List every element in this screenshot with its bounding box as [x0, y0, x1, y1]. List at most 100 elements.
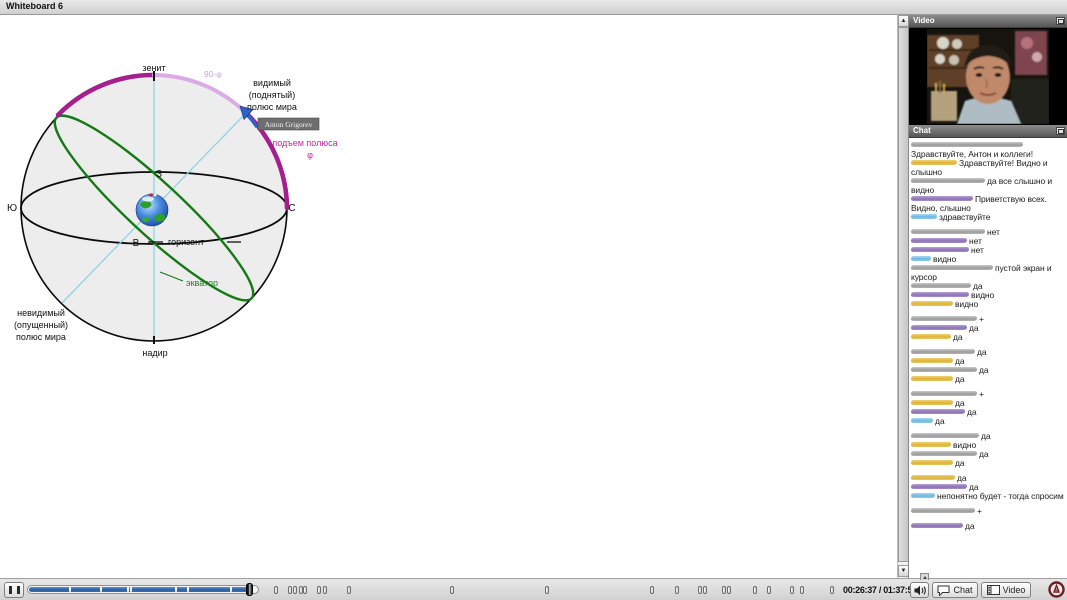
- timeline-event-marker[interactable]: [698, 586, 702, 594]
- chat-message-text: да: [955, 398, 965, 408]
- redacted-username-scribble: [910, 325, 968, 330]
- redacted-username-scribble: [910, 316, 978, 321]
- chat-message: Здравствуйте! Видно и слышно: [910, 159, 1066, 177]
- redacted-username-scribble: [910, 238, 968, 243]
- timeline-event-marker[interactable]: [753, 586, 757, 594]
- timeline-event-marker[interactable]: [767, 586, 771, 594]
- timeline-event-marker[interactable]: [450, 586, 454, 594]
- timeline-event-marker[interactable]: [800, 586, 804, 594]
- timeline-event-marker[interactable]: [790, 586, 794, 594]
- redacted-username-scribble: [910, 367, 978, 372]
- chat-message: видно: [910, 441, 1066, 450]
- timeline-event-marker[interactable]: [317, 586, 321, 594]
- chat-message: да все слышно и видно: [910, 177, 1066, 195]
- chat-message: +: [910, 390, 1066, 399]
- chat-message: да: [910, 521, 1066, 531]
- chat-message-text: нет: [987, 227, 1000, 237]
- timeline-event-marker[interactable]: [703, 586, 707, 594]
- chat-message: видно: [910, 255, 1066, 264]
- chat-messages[interactable]: Здравствуйте, Антон и коллеги! Здравствуй…: [909, 138, 1067, 579]
- pause-button[interactable]: [4, 582, 24, 598]
- timeline-thumb[interactable]: [246, 583, 253, 596]
- volume-button[interactable]: [910, 582, 929, 598]
- chat-message-text: Приветствую всех. Видно, слышно: [911, 194, 1047, 213]
- timeline-tick: [127, 586, 129, 592]
- chat-message: +: [910, 315, 1066, 324]
- timeline-tick: [187, 586, 189, 592]
- redacted-username-scribble: [910, 142, 1024, 147]
- presenter-cursor: Anton Grigorev: [239, 105, 320, 131]
- chat-message-text: видно: [971, 290, 995, 300]
- chat-message: да: [910, 459, 1066, 468]
- timeline-event-marker[interactable]: [722, 586, 726, 594]
- playback-control-bar: 00:26:37 / 01:37:55 Chat Video: [0, 573, 1067, 600]
- chat-message: да: [910, 357, 1066, 366]
- redacted-username-scribble: [910, 196, 974, 201]
- timeline-event-marker[interactable]: [293, 586, 297, 594]
- webcam-video: [927, 29, 1049, 124]
- visible-pole-label-1: видимый: [253, 78, 291, 88]
- zenith-label: зенит: [142, 63, 165, 73]
- chat-message-text: да: [969, 323, 979, 333]
- chat-message: да: [910, 417, 1066, 426]
- redacted-username-scribble: [910, 475, 956, 480]
- redacted-username-scribble: [910, 160, 958, 165]
- video-popout-icon[interactable]: [1056, 17, 1065, 25]
- redacted-username-scribble: [910, 283, 972, 288]
- chat-message: да: [910, 375, 1066, 384]
- invisible-pole-label-1: невидимый: [17, 308, 65, 318]
- timeline-event-marker[interactable]: [299, 586, 303, 594]
- chat-popout-icon[interactable]: [1056, 127, 1065, 135]
- chat-message-text: пустой экран и курсор: [911, 263, 1052, 282]
- redacted-username-scribble: [910, 523, 964, 528]
- chat-message: да: [910, 408, 1066, 417]
- co-phi-label: 90-φ: [204, 69, 222, 79]
- chat-message-text: видно: [955, 299, 979, 309]
- chat-message-text: да: [981, 431, 991, 441]
- chat-message: да: [910, 366, 1066, 375]
- chat-message-text: непонятно будет - тогда спросим: [937, 491, 1064, 501]
- timeline-event-marker[interactable]: [650, 586, 654, 594]
- redacted-username-scribble: [910, 409, 966, 414]
- chat-message: +: [910, 507, 1066, 516]
- chat-message: да: [910, 398, 1066, 408]
- chat-message: Здравствуйте, Антон и коллеги!: [910, 141, 1066, 159]
- redacted-username-scribble: [910, 493, 936, 498]
- chat-message-text: да: [973, 281, 983, 291]
- redacted-username-scribble: [910, 214, 938, 219]
- timeline-event-marker[interactable]: [545, 586, 549, 594]
- video-panel: [909, 28, 1067, 125]
- redacted-username-scribble: [910, 460, 954, 465]
- timeline-event-marker[interactable]: [274, 586, 278, 594]
- chat-message: здравствуйте: [910, 213, 1066, 222]
- chat-bubble-icon: [937, 585, 950, 596]
- earth-globe: [135, 193, 169, 227]
- chat-panel-header: Chat: [909, 125, 1067, 138]
- video-toggle-button[interactable]: Video: [981, 582, 1031, 598]
- chat-message-text: да: [965, 521, 975, 531]
- chat-message: нет: [910, 227, 1066, 237]
- cursor-name-label: Anton Grigorev: [265, 120, 313, 129]
- timeline-tick: [230, 586, 232, 592]
- timeline-event-marker[interactable]: [347, 586, 351, 594]
- whiteboard-canvas[interactable]: Anton Grigorev зенит 90-φ видимый (подня…: [0, 15, 897, 578]
- timeline-event-marker[interactable]: [830, 586, 834, 594]
- timeline-event-marker[interactable]: [323, 586, 327, 594]
- volume-popup-notch: [920, 573, 929, 580]
- redacted-username-scribble: [910, 484, 968, 489]
- whiteboard-scrollbar[interactable]: ▲ ▼: [897, 15, 909, 578]
- redacted-username-scribble: [910, 349, 976, 354]
- timeline-event-marker[interactable]: [288, 586, 292, 594]
- chat-toggle-button[interactable]: Chat: [932, 582, 978, 598]
- clock-logo-icon: [1048, 581, 1065, 598]
- video-icon: [986, 585, 1000, 595]
- chat-message: Приветствую всех. Видно, слышно: [910, 194, 1066, 213]
- timeline-event-marker[interactable]: [303, 586, 307, 594]
- timeline-slider[interactable]: [27, 583, 259, 596]
- timeline-event-marker[interactable]: [727, 586, 731, 594]
- timeline-tick: [175, 586, 177, 592]
- chat-message-text: да: [957, 473, 967, 483]
- whiteboard-title-bar: Whiteboard 6: [0, 0, 1067, 15]
- pole-rise-phi: φ: [307, 150, 313, 160]
- timeline-event-marker[interactable]: [675, 586, 679, 594]
